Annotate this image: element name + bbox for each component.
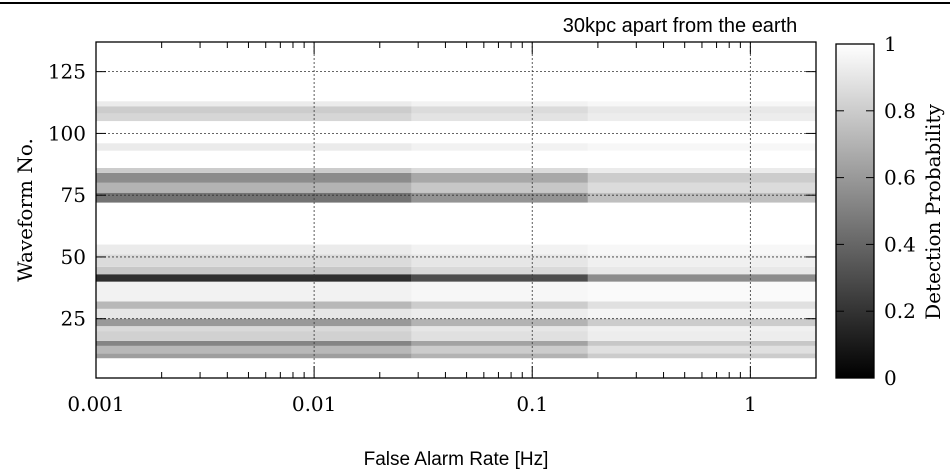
y-tick-label: 125 [48, 60, 86, 84]
heatmap-cell [411, 301, 588, 309]
heatmap-cell [96, 353, 412, 359]
y-tick-label: 75 [61, 183, 86, 207]
heatmap-cell [587, 244, 816, 255]
heatmap-cell [411, 345, 588, 354]
heatmap-cell [96, 244, 412, 255]
heatmap-cell [96, 331, 412, 341]
heatmap-cell [411, 113, 588, 122]
heatmap-cell [587, 345, 816, 354]
grid-lines [96, 42, 816, 378]
heatmap-cell [411, 318, 588, 327]
heatmap-cell [587, 254, 816, 267]
heatmap-cell [411, 266, 588, 275]
colorbar-tick-label: 0 [884, 366, 897, 390]
heatmap-cell [411, 326, 588, 332]
y-tick-label: 100 [48, 121, 86, 145]
heatmap-cell [96, 254, 412, 267]
heatmap-cell [587, 168, 816, 173]
colorbar-label: Detection Probability [921, 103, 945, 319]
y-tick-label: 25 [61, 307, 86, 331]
heatmap-cell [587, 326, 816, 332]
heatmap-cell [587, 106, 816, 114]
heatmap-cell [96, 168, 412, 173]
heatmap-cell [587, 101, 816, 107]
x-tick-label: 0.01 [292, 392, 337, 416]
heatmap-cell [96, 345, 412, 354]
colorbar-ticks: 0 0.2 0.4 0.6 0.8 1 [836, 32, 916, 390]
heatmap-cell [587, 281, 816, 302]
heatmap-cell [96, 318, 412, 327]
heatmap-cell [96, 308, 412, 319]
colorbar-tick-label: 0.8 [884, 99, 916, 123]
heatmap-cell [411, 172, 588, 183]
chart-title: 30kpc apart from the earth [563, 15, 798, 37]
heatmap-cell [587, 266, 816, 275]
heatmap-cell [96, 281, 412, 302]
y-axis-label: Waveform No. [13, 138, 37, 282]
heatmap-cells [96, 101, 816, 359]
heatmap-cell [587, 318, 816, 327]
heatmap-cell [587, 308, 816, 319]
colorbar-tick-label: 1 [884, 32, 897, 56]
heatmap-cell [96, 326, 412, 332]
x-tick-label: 1 [744, 392, 757, 416]
heatmap-cell [587, 353, 816, 359]
heatmap-cell [411, 168, 588, 173]
heatmap-cell [587, 113, 816, 122]
colorbar-tick-label: 0.2 [884, 299, 916, 323]
y-tick-label: 50 [61, 245, 86, 269]
heatmap-cell [411, 244, 588, 255]
x-tick-labels: 0.001 0.01 0.1 1 [67, 392, 756, 416]
heatmap-cell [411, 101, 588, 107]
heatmap-cell [411, 331, 588, 341]
heatmap-cell [411, 353, 588, 359]
heatmap-cell [411, 274, 588, 282]
heatmap-cell [96, 266, 412, 275]
heatmap-cell [587, 192, 816, 203]
heatmap-cell [411, 308, 588, 319]
heatmap-cell [587, 301, 816, 309]
x-tick-label: 0.1 [516, 392, 548, 416]
heatmap-cell [411, 182, 588, 193]
colorbar-tick-label: 0.4 [884, 232, 916, 256]
heatmap-cell [96, 101, 412, 107]
heatmap-cell [96, 192, 412, 203]
colorbar-tick-label: 0.6 [884, 166, 916, 190]
heatmap-cell [96, 301, 412, 309]
heatmap-cell [587, 340, 816, 346]
heatmap-cell [587, 331, 816, 341]
heatmap-cell [96, 143, 412, 151]
x-tick-label: 0.001 [67, 392, 124, 416]
heatmap-cell [587, 274, 816, 282]
heatmap-cell [587, 182, 816, 193]
heatmap-cell [96, 274, 412, 282]
heatmap-cell [96, 182, 412, 193]
y-tick-labels: 25 50 75 100 125 [48, 60, 86, 331]
heatmap-cell [411, 143, 588, 151]
heatmap-cell [411, 106, 588, 114]
x-axis-label: False Alarm Rate [Hz] [364, 449, 549, 470]
heatmap-cell [411, 192, 588, 203]
heatmap-cell [96, 172, 412, 183]
plot-frame [95, 41, 817, 379]
heatmap-cell [96, 106, 412, 114]
axis-ticks [95, 42, 817, 378]
heatmap-cell [587, 143, 816, 151]
heatmap-cell [411, 340, 588, 346]
heatmap-cell [96, 340, 412, 346]
heatmap-cell [411, 281, 588, 302]
heatmap-cell [411, 254, 588, 267]
heatmap-cell [96, 113, 412, 122]
colorbar [835, 43, 875, 379]
heatmap-cell [587, 172, 816, 183]
